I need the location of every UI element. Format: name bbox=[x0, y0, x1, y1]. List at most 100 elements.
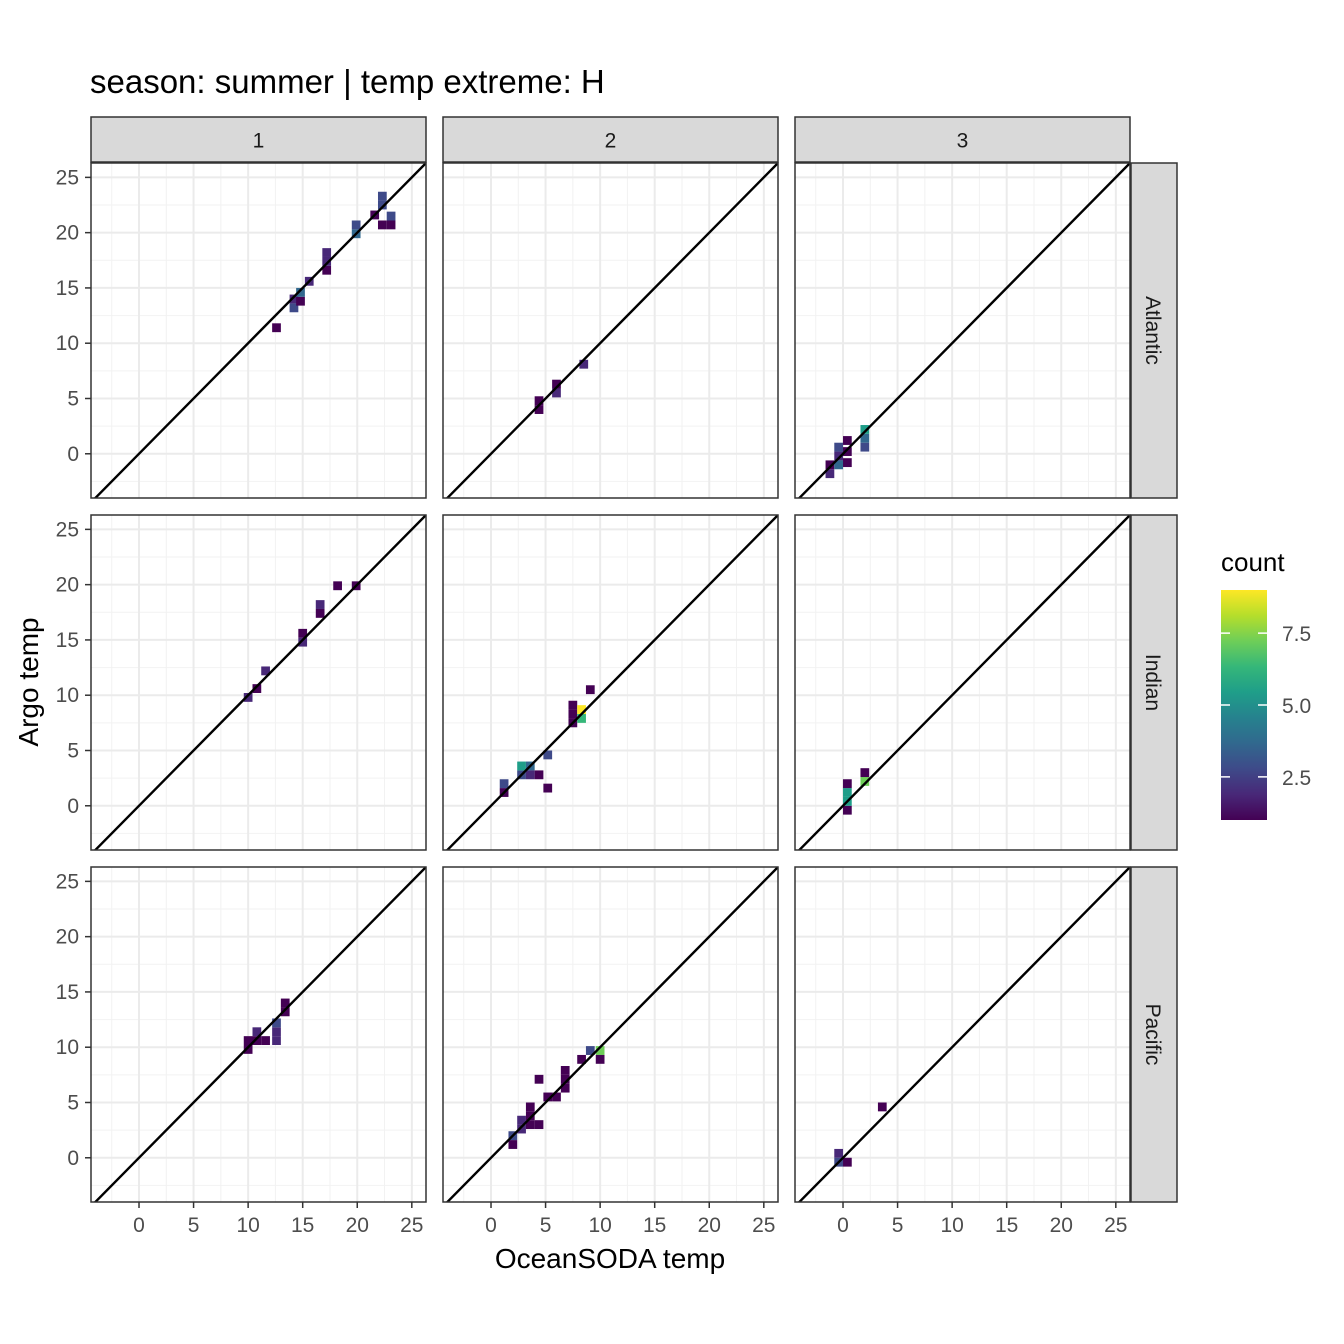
panel-border bbox=[442, 866, 779, 1203]
x-tick-label: 20 bbox=[698, 1214, 721, 1237]
heatmap-cell bbox=[517, 1124, 526, 1134]
heatmap-cell bbox=[552, 379, 561, 389]
heatmap-cell bbox=[577, 705, 586, 715]
heatmap-cell bbox=[272, 1027, 281, 1037]
y-tick-label: 15 bbox=[56, 981, 79, 1004]
heatmap-cell bbox=[579, 359, 589, 369]
heatmap-cell bbox=[843, 458, 852, 468]
heatmap-cell bbox=[534, 396, 544, 406]
heatmap-cell bbox=[296, 296, 305, 306]
identity-line bbox=[93, 163, 426, 498]
heatmap-cell bbox=[843, 447, 852, 456]
strip-row-indian: Indian bbox=[1130, 514, 1178, 851]
legend-tick-label: 5.0 bbox=[1282, 695, 1311, 718]
strip-label-row: Indian bbox=[1141, 654, 1164, 711]
heatmap-cell bbox=[296, 287, 305, 297]
heatmap-cell bbox=[534, 1120, 544, 1130]
identity-line bbox=[797, 163, 1130, 498]
heatmap-cell bbox=[552, 1092, 561, 1102]
panel-border bbox=[90, 866, 427, 1203]
heatmap-cell bbox=[386, 211, 396, 221]
heatmap-cell bbox=[543, 1092, 553, 1102]
heatmap-cell bbox=[525, 1120, 535, 1130]
heatmap-cell bbox=[568, 700, 578, 710]
legend-tick-label: 7.5 bbox=[1282, 623, 1311, 646]
heatmap-cell bbox=[595, 1054, 605, 1064]
y-tick-label: 20 bbox=[56, 574, 79, 597]
heatmap-cell bbox=[289, 303, 299, 313]
heatmap-cell bbox=[834, 460, 844, 470]
y-tick-label: 5 bbox=[67, 1091, 79, 1114]
heatmap-cell bbox=[508, 1140, 518, 1149]
heatmap-cell bbox=[252, 1027, 262, 1037]
strip-row-atlantic: Atlantic bbox=[1130, 162, 1178, 499]
legend-title: count bbox=[1221, 547, 1285, 577]
heatmap-cell bbox=[534, 770, 544, 780]
heatmap-cell bbox=[534, 405, 544, 414]
x-tick-label: 5 bbox=[188, 1214, 200, 1237]
heatmap-cell bbox=[272, 1036, 281, 1046]
y-tick-label: 25 bbox=[56, 518, 79, 541]
strip-label-col: 1 bbox=[253, 130, 265, 153]
y-tick-label: 20 bbox=[56, 222, 79, 245]
panel-2-atlantic bbox=[442, 162, 779, 499]
panel-2-indian bbox=[442, 514, 779, 851]
y-axis-title: Argo temp bbox=[13, 617, 44, 746]
heatmap-cell bbox=[280, 998, 290, 1008]
panel-border bbox=[442, 514, 779, 851]
x-tick-label: 0 bbox=[837, 1214, 849, 1237]
heatmap-cell bbox=[377, 200, 387, 210]
heatmap-cell bbox=[834, 442, 844, 452]
heatmap-cell bbox=[280, 1007, 290, 1017]
heatmap-cell bbox=[834, 1148, 844, 1158]
heatmap-cell bbox=[298, 637, 308, 647]
identity-line bbox=[797, 867, 1130, 1202]
panel-3-atlantic bbox=[794, 162, 1131, 499]
heatmap-cell bbox=[595, 1046, 605, 1055]
heatmap-cell bbox=[525, 770, 535, 780]
strip-label-col: 2 bbox=[605, 130, 617, 153]
heatmap-cell bbox=[877, 1102, 887, 1112]
heatmap-cell bbox=[386, 220, 396, 230]
panel-1-pacific bbox=[90, 866, 427, 1203]
panel-border bbox=[442, 162, 779, 499]
heatmap-cell bbox=[315, 608, 325, 618]
heatmap-cell bbox=[568, 709, 578, 719]
heatmap-cell bbox=[261, 1036, 270, 1046]
heatmap-cell bbox=[825, 469, 835, 479]
heatmap-cell bbox=[552, 388, 561, 398]
heatmap-cell bbox=[825, 460, 835, 470]
strip-label-row: Atlantic bbox=[1141, 296, 1164, 365]
y-tick-label: 0 bbox=[67, 1147, 79, 1170]
panel-border bbox=[90, 162, 427, 499]
heatmap-cell bbox=[860, 425, 870, 434]
heatmap-cell bbox=[298, 628, 308, 638]
x-tick-label: 15 bbox=[995, 1214, 1018, 1237]
panel-border bbox=[90, 514, 427, 851]
heatmap-cell bbox=[243, 693, 253, 702]
x-tick-label: 10 bbox=[236, 1214, 259, 1237]
heatmap-cell bbox=[834, 451, 844, 461]
strip-col-1: 1 bbox=[90, 116, 427, 163]
legend-tick-label: 2.5 bbox=[1282, 767, 1311, 790]
strip-label-row: Pacific bbox=[1141, 1004, 1164, 1066]
panel-3-indian bbox=[794, 514, 1131, 851]
heatmap-cell bbox=[261, 666, 270, 676]
heatmap-cell bbox=[315, 600, 325, 609]
axes-layer: 0 5 10 15 20 25 0 5 10 15 20 25 0 5 10 15 20 25 0 5 10 15 20 25… bbox=[56, 166, 1128, 1237]
x-tick-label: 25 bbox=[400, 1214, 423, 1237]
identity-line bbox=[93, 515, 426, 850]
x-axis-title: OceanSODA temp bbox=[495, 1243, 725, 1274]
identity-line bbox=[445, 867, 778, 1202]
heatmap-cell bbox=[534, 1074, 544, 1084]
identity-line bbox=[797, 515, 1130, 850]
heatmap-cell bbox=[860, 768, 870, 778]
heatmap-cell bbox=[560, 1066, 570, 1075]
heatmap-cell bbox=[272, 1018, 281, 1028]
heatmap-cell bbox=[543, 783, 553, 793]
heatmap-cell bbox=[243, 1045, 253, 1054]
heatmap-cell bbox=[585, 1046, 595, 1055]
heatmap-cell bbox=[525, 1102, 535, 1112]
heatmap-cell bbox=[322, 265, 332, 275]
